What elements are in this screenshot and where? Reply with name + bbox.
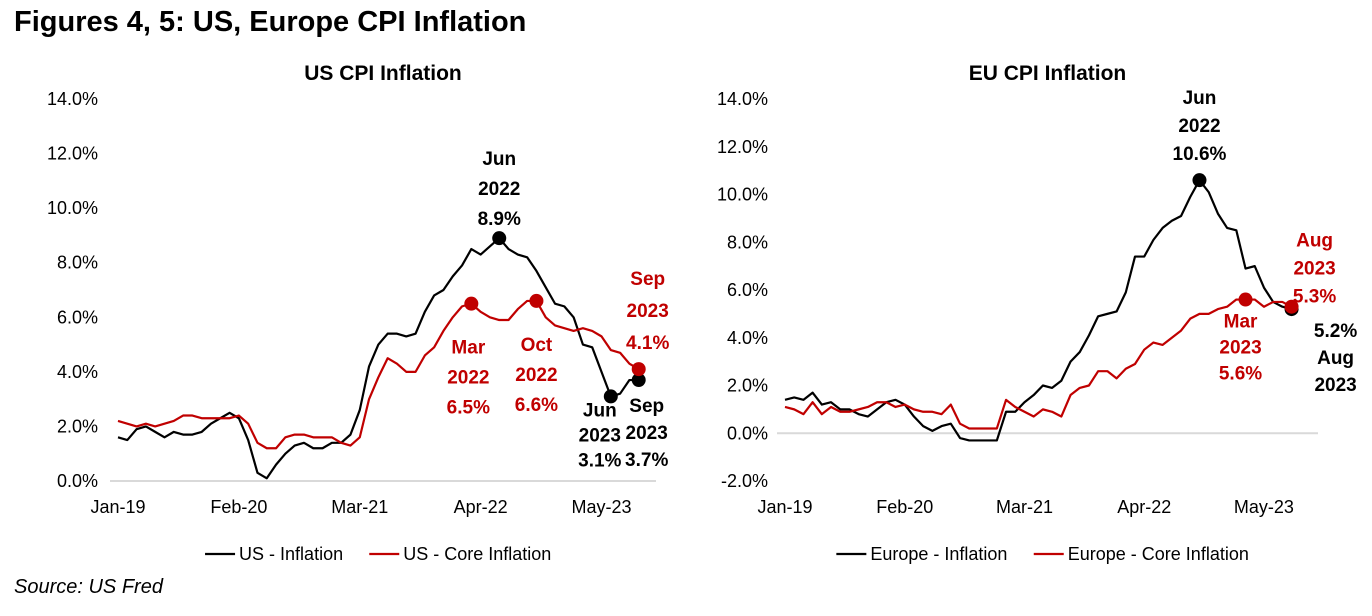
source-note: Source: US Fred bbox=[14, 576, 163, 598]
annotation-label: Jun bbox=[1183, 88, 1217, 109]
chart-title: US CPI Inflation bbox=[304, 62, 462, 85]
annotation-label: Mar bbox=[1224, 312, 1258, 333]
y-tick-label: 6.0% bbox=[727, 280, 768, 300]
x-tick-label: May-23 bbox=[1234, 497, 1294, 517]
chart-title: EU CPI Inflation bbox=[969, 62, 1127, 85]
y-tick-label: 14.0% bbox=[47, 89, 98, 109]
us-core-inflation-marker bbox=[631, 362, 646, 377]
europe-inflation-line bbox=[784, 179, 1292, 442]
annotation-label: Oct bbox=[521, 335, 553, 356]
y-tick-label: 4.0% bbox=[57, 362, 98, 382]
annotation-label: 2022 bbox=[447, 368, 489, 389]
legend-label: US - Inflation bbox=[239, 544, 343, 564]
us-core-inflation-marker bbox=[529, 293, 544, 308]
annotation-label: 2023 bbox=[627, 301, 669, 322]
annotation-label: 8.9% bbox=[478, 209, 521, 230]
x-tick-label: Feb-20 bbox=[876, 497, 933, 517]
charts-row: US CPI Inflation 14.0% 12.0% 10.0% 8.0% 6.0% 4… bbox=[0, 40, 1372, 570]
annotation-label: Sep bbox=[629, 396, 664, 417]
us-core-inflation-line bbox=[117, 299, 640, 450]
y-tick-label: 10.0% bbox=[47, 198, 98, 218]
annotation-label: 6.6% bbox=[515, 395, 558, 416]
x-tick-label: May-23 bbox=[571, 497, 631, 517]
y-tick-label: 2.0% bbox=[727, 376, 768, 396]
eu-cpi-chart-canvas: EU CPI Inflation 14.0% 12.0% 10.0% 8.0% 6.0% 4… bbox=[717, 62, 1357, 564]
y-tick-label: 2.0% bbox=[57, 416, 98, 436]
annotation-label: 5.6% bbox=[1219, 364, 1262, 385]
y-tick-label: 10.0% bbox=[717, 185, 768, 205]
x-tick-label: Apr-22 bbox=[1117, 497, 1171, 517]
annotation-label: 10.6% bbox=[1173, 144, 1227, 165]
us-core-inflation-marker bbox=[464, 296, 479, 311]
annotation-label: 2023 bbox=[1219, 338, 1261, 359]
annotation-label: 2023 bbox=[626, 423, 668, 444]
annotation-label: 3.1% bbox=[578, 450, 621, 471]
annotation-label: 2023 bbox=[1314, 375, 1356, 396]
europe-core-inflation-marker bbox=[1284, 299, 1299, 314]
y-tick-label: -2.0% bbox=[721, 471, 768, 491]
europe-core-inflation-line bbox=[784, 298, 1293, 430]
annotation-label: 2022 bbox=[1178, 116, 1220, 137]
y-tick-label: 8.0% bbox=[727, 232, 768, 252]
annotation-label: Aug bbox=[1317, 348, 1354, 369]
y-tick-label: 0.0% bbox=[727, 423, 768, 443]
europe-inflation-marker bbox=[1192, 173, 1207, 188]
legend-label: Europe - Inflation bbox=[870, 544, 1007, 564]
x-tick-label: Apr-22 bbox=[454, 497, 508, 517]
eu-cpi-chart: EU CPI Inflation 14.0% 12.0% 10.0% 8.0% 6.0% 4… bbox=[686, 40, 1372, 570]
x-tick-label: Mar-21 bbox=[331, 497, 388, 517]
y-tick-label: 4.0% bbox=[727, 328, 768, 348]
us-cpi-chart-canvas: US CPI Inflation 14.0% 12.0% 10.0% 8.0% 6.0% 4… bbox=[47, 62, 670, 564]
y-tick-label: 12.0% bbox=[47, 144, 98, 164]
europe-core-inflation-marker bbox=[1238, 292, 1253, 307]
annotation-label: 3.7% bbox=[625, 450, 668, 471]
x-tick-label: Jan-19 bbox=[757, 497, 812, 517]
annotation-label: Sep bbox=[630, 269, 665, 290]
annotation-label: Jun bbox=[583, 400, 617, 421]
us-inflation-line bbox=[117, 237, 639, 480]
us-cpi-chart: US CPI Inflation 14.0% 12.0% 10.0% 8.0% 6.0% 4… bbox=[0, 40, 686, 570]
us-inflation-marker bbox=[603, 389, 618, 404]
annotation-label: 2022 bbox=[478, 179, 520, 200]
figure-title: Figures 4, 5: US, Europe CPI Inflation bbox=[14, 6, 527, 38]
annotation-label: 2023 bbox=[579, 425, 621, 446]
x-tick-label: Feb-20 bbox=[210, 497, 267, 517]
annotation-label: 2022 bbox=[515, 365, 557, 386]
annotation-label: 2023 bbox=[1293, 259, 1335, 280]
y-tick-label: 12.0% bbox=[717, 137, 768, 157]
x-tick-label: Jan-19 bbox=[90, 497, 145, 517]
y-tick-label: 0.0% bbox=[57, 471, 98, 491]
annotation-label: 6.5% bbox=[447, 398, 490, 419]
y-tick-label: 14.0% bbox=[717, 89, 768, 109]
annotation-label: Aug bbox=[1296, 231, 1333, 252]
us-inflation-marker bbox=[631, 373, 646, 388]
us-inflation-marker bbox=[492, 231, 507, 246]
legend-label: US - Core Inflation bbox=[403, 544, 551, 564]
legend-label: Europe - Core Inflation bbox=[1068, 544, 1249, 564]
annotation-label: 4.1% bbox=[626, 333, 669, 354]
annotation-label: Mar bbox=[451, 338, 485, 359]
y-tick-label: 6.0% bbox=[57, 307, 98, 327]
annotation-label: Jun bbox=[482, 149, 516, 170]
annotation-label: 5.2% bbox=[1314, 321, 1357, 342]
y-tick-label: 8.0% bbox=[57, 253, 98, 273]
x-tick-label: Mar-21 bbox=[996, 497, 1053, 517]
annotation-label: 5.3% bbox=[1293, 287, 1336, 308]
